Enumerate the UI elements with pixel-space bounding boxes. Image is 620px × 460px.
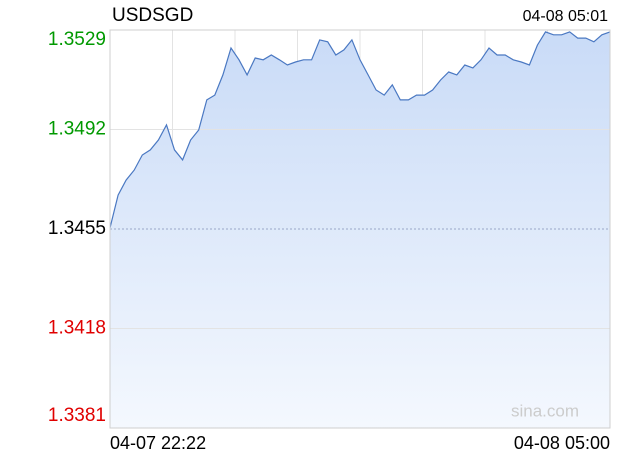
x-tick-label: 04-08 05:00 xyxy=(514,433,610,453)
line xyxy=(109,31,611,229)
chart-title: USDSGD xyxy=(112,5,193,26)
y-tick-label: 1.3381 xyxy=(48,405,106,426)
area xyxy=(110,31,610,429)
x-tick-label: 04-07 22:22 xyxy=(110,433,206,453)
y-tick-label: 1.3418 xyxy=(48,318,106,339)
y-tick-label: 1.3455 xyxy=(48,218,106,239)
timestamp: 04-08 05:01 xyxy=(523,8,609,25)
y-tick-label: 1.3529 xyxy=(48,29,106,50)
plot-frame xyxy=(109,29,611,429)
y-tick-label: 1.3492 xyxy=(48,119,106,140)
watermark: sina.com xyxy=(511,401,579,420)
